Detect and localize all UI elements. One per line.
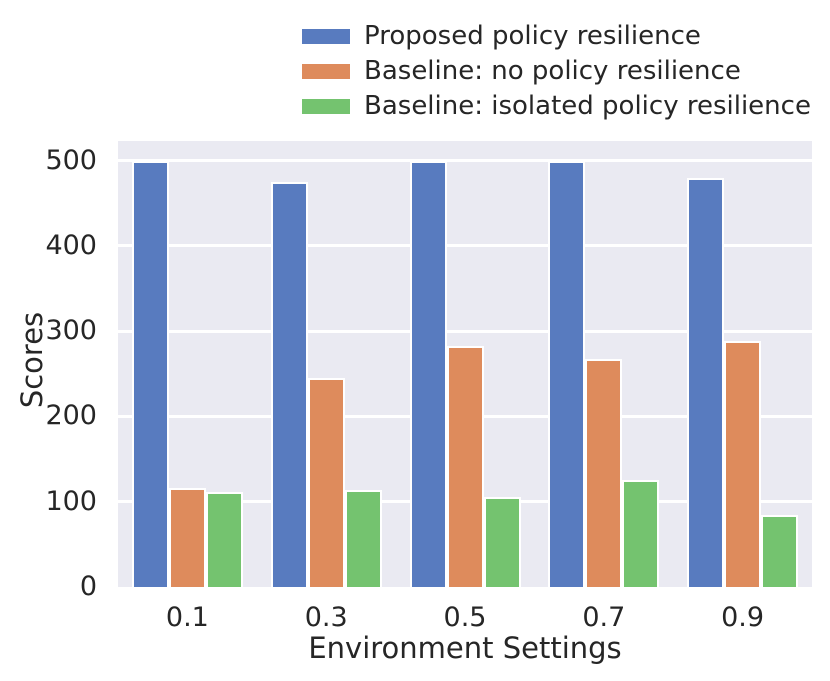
y-tick-label: 0 [79,571,97,602]
legend-row: Baseline: no policy resilience [302,56,811,86]
gridline [118,329,812,333]
legend-label: Baseline: no policy resilience [364,56,741,86]
x-tick-label: 0.5 [443,602,487,633]
bar [168,488,206,587]
x-tick-label: 0.1 [165,602,209,633]
bar [307,378,345,587]
y-tick-label: 200 [45,400,97,432]
bar [205,491,243,587]
y-tick-label: 300 [45,315,97,347]
legend-swatch [302,28,350,44]
x-axis-label: Environment Settings [308,631,622,665]
legend-swatch [302,63,350,79]
bar [622,479,660,587]
legend-swatch [302,98,350,114]
bar [585,359,623,587]
bar [724,341,762,587]
bar [687,177,725,587]
y-tick-label: 500 [45,144,97,176]
bar [131,160,169,587]
bar [344,489,382,587]
gridline [118,159,812,163]
bar [761,514,799,587]
legend-label: Baseline: isolated policy resilience [364,91,811,121]
legend-row: Proposed policy resilience [302,21,811,51]
bar [409,160,447,587]
x-tick-label: 0.7 [582,602,626,633]
x-tick-label: 0.9 [721,602,765,633]
plot-area [118,141,812,587]
bar [548,160,586,587]
gridline [118,244,812,248]
y-tick-label: 400 [45,229,97,261]
legend-row: Baseline: isolated policy resilience [302,91,811,121]
legend-label: Proposed policy resilience [364,21,701,51]
x-tick-label: 0.3 [304,602,348,633]
bar [446,345,484,587]
bar [270,181,308,587]
bar [483,497,521,587]
chart-legend: Proposed policy resilience Baseline: no p… [302,21,811,126]
y-tick-label: 100 [45,485,97,517]
